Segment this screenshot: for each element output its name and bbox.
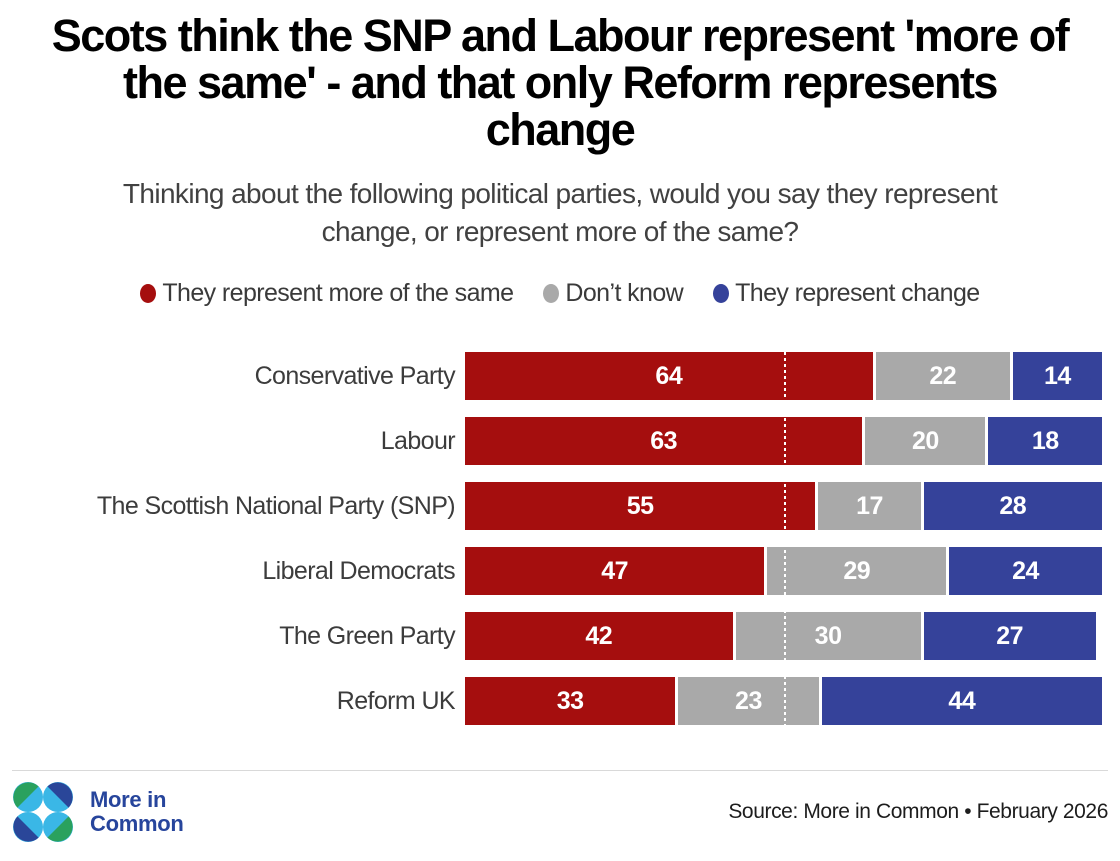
bar-track: 47 29 24 (465, 547, 1102, 595)
bar-value-label: 33 (556, 686, 584, 715)
category-label: Labour (380, 426, 456, 455)
bar-value-label: 17 (856, 491, 883, 520)
bar-segment: 44 (821, 677, 1102, 725)
bar-segment: 20 (862, 417, 989, 465)
brand-block: More in Common (12, 781, 184, 843)
bar-value-label: 28 (999, 491, 1027, 520)
bar-value-label: 23 (735, 686, 762, 715)
bar-track: 33 23 44 (465, 677, 1102, 725)
bar-value-label: 14 (1043, 361, 1071, 390)
bar-segment: 28 (923, 482, 1102, 530)
bar-track: 42 30 27 (465, 612, 1102, 660)
more-in-common-logo-icon (13, 782, 73, 842)
bar-segment: 63 (465, 417, 863, 465)
legend-item-label: They represent more of the same (162, 279, 514, 307)
bar-segment: 29 (764, 547, 950, 595)
footer-divider (12, 770, 1108, 771)
bar-segment: 64 (465, 352, 873, 400)
bar-segment: 27 (923, 612, 1096, 660)
legend-swatch-icon (140, 284, 157, 303)
bar-segment: 18 (988, 417, 1102, 465)
bar-segment: 42 (465, 612, 733, 660)
category-label: Conservative Party (254, 361, 456, 390)
chart-row: Labour 63 20 18 (0, 417, 1120, 465)
bar-segment: 22 (872, 352, 1013, 400)
footer: More in Common Source: More in Common • … (12, 781, 1108, 843)
bar-track: 55 17 28 (465, 482, 1102, 530)
bar-segment: 14 (1012, 352, 1102, 400)
bar-value-label: 24 (1012, 556, 1039, 585)
fifty-percent-reference-line (783, 352, 786, 725)
legend-item-label: Don’t know (565, 279, 684, 307)
category-label: The Scottish National Party (SNP) (96, 491, 456, 520)
chart-title: Scots think the SNP and Labour represent… (51, 10, 1070, 155)
bar-value-label: 55 (626, 491, 654, 520)
bar-segment: 55 (465, 482, 816, 530)
legend: They represent more of the same Don’t kn… (0, 279, 1120, 308)
bar-value-label: 30 (814, 621, 842, 650)
bar-segment: 30 (732, 612, 924, 660)
chart-row: Reform UK 33 23 44 (0, 677, 1120, 725)
bar-value-label: 44 (948, 686, 976, 715)
source-text: Source: More in Common • February 2026 (728, 800, 1108, 823)
bar-value-label: 42 (585, 621, 613, 650)
bar-track: 63 20 18 (465, 417, 1102, 465)
bar-value-label: 20 (911, 426, 939, 455)
category-label: Reform UK (336, 686, 456, 715)
chart-row: The Scottish National Party (SNP) 55 17 28 (0, 482, 1120, 530)
chart-row: The Green Party 42 30 27 (0, 612, 1120, 660)
legend-swatch-icon (543, 284, 560, 303)
brand-wordmark-line1: More in (90, 787, 167, 812)
chart-row: Conservative Party 64 22 14 (0, 352, 1120, 400)
brand-wordmark: More in Common (90, 788, 184, 836)
legend-item: Don’t know (543, 279, 684, 308)
chart-row: Liberal Democrats 47 29 24 (0, 547, 1120, 595)
bar-value-label: 22 (929, 361, 957, 390)
bar-value-label: 63 (650, 426, 678, 455)
bar-value-label: 64 (655, 361, 683, 390)
bar-value-label: 47 (601, 556, 629, 585)
brand-wordmark-line2: Common (90, 811, 184, 836)
stacked-bar-chart: Conservative Party 64 22 14 Labour 63 20 18 … (0, 352, 1120, 725)
bar-value-label: 27 (996, 621, 1024, 650)
legend-item: They represent change (713, 279, 980, 308)
legend-item: They represent more of the same (140, 279, 514, 308)
bar-track: 64 22 14 (465, 352, 1102, 400)
legend-item-label: They represent change (735, 279, 980, 307)
chart-subtitle: Thinking about the following political p… (122, 178, 998, 247)
bar-segment: 17 (815, 482, 924, 530)
bar-segment: 33 (465, 677, 676, 725)
bar-segment: 47 (465, 547, 765, 595)
category-label: Liberal Democrats (262, 556, 455, 585)
category-label: The Green Party (279, 621, 455, 650)
bar-segment: 24 (949, 547, 1102, 595)
bar-value-label: 29 (843, 556, 871, 585)
legend-swatch-icon (713, 284, 730, 303)
bar-segment: 23 (675, 677, 822, 725)
bar-value-label: 18 (1031, 426, 1059, 455)
